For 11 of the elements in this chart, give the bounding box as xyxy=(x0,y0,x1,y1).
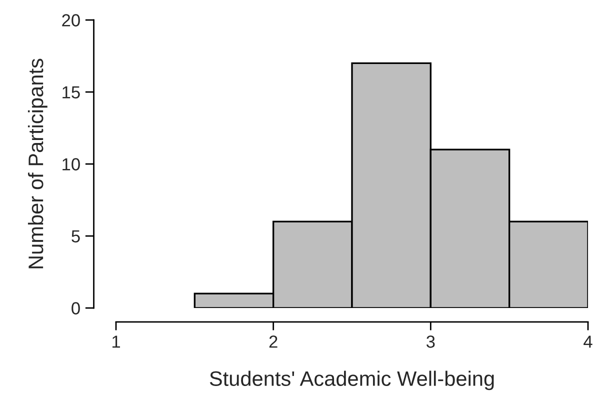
x-tick-label: 2 xyxy=(269,336,278,348)
y-tick-label: 0 xyxy=(72,302,80,314)
x-tick-label: 1 xyxy=(112,336,120,348)
y-tick-label: 20 xyxy=(62,14,80,26)
x-axis-title: Students' Academic Well-being xyxy=(210,370,494,390)
x-tick-label: 4 xyxy=(584,336,592,348)
y-tick-label: 15 xyxy=(62,86,80,98)
y-axis-title: Number of Participants xyxy=(28,58,48,268)
y-tick-label: 5 xyxy=(72,230,80,242)
y-tick-label: 10 xyxy=(62,158,80,170)
x-tick-label: 3 xyxy=(426,336,435,348)
